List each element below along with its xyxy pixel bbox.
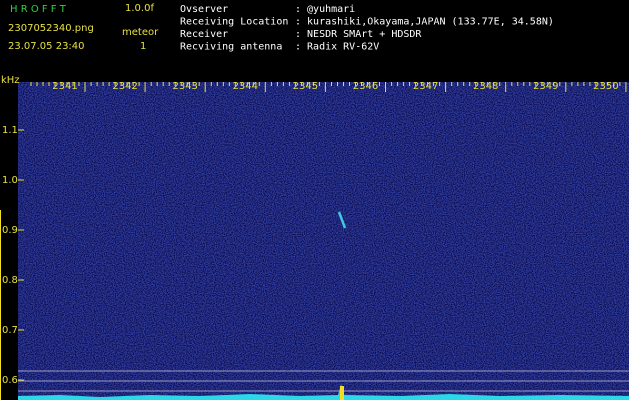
info-value: : @yuhmari	[295, 4, 355, 15]
meteor-spike	[340, 386, 344, 400]
meteor-echo	[337, 211, 347, 229]
spectrogram	[18, 82, 629, 400]
x-tick-label: 2347	[413, 81, 438, 92]
x-tick-label: 2345	[293, 81, 318, 92]
x-tick-label: 2343	[172, 81, 197, 92]
y-tick-label: 0.9	[2, 225, 18, 236]
info-value: : kurashiki,Okayama,JAPAN (133.77E, 34.5…	[295, 17, 554, 28]
y-tick-label: 0.7	[2, 325, 18, 336]
x-tick-label: 2341	[52, 81, 77, 92]
y-tick-label: 1.1	[2, 125, 18, 136]
x-tick-label: 2346	[353, 81, 378, 92]
x-tick-label: 2350	[593, 81, 618, 92]
info-label: Ovserver	[180, 4, 228, 15]
y-tick-label: 1.0	[2, 175, 18, 186]
info-value: : Radix RV-62V	[295, 42, 379, 53]
x-tick-label: 2344	[233, 81, 258, 92]
version: 1.0.0f	[125, 3, 154, 14]
x-tick-label: 2348	[473, 81, 498, 92]
y-tick-label: 0.8	[2, 275, 18, 286]
filename: 2307052340.png	[8, 23, 94, 34]
y-tick-label: 0.6	[2, 375, 18, 386]
x-tick-label: 2349	[533, 81, 558, 92]
datetime: 23.07.05 23:40	[8, 41, 85, 52]
y-unit: kHz	[1, 75, 20, 86]
info-label: Receiver	[180, 29, 228, 40]
count: 1	[140, 41, 146, 52]
info-value: : NESDR SMArt + HDSDR	[295, 29, 422, 40]
signal-level	[18, 384, 629, 400]
info-label: Recviving antenna	[180, 42, 282, 53]
info-label: Receiving Location	[180, 17, 288, 28]
x-tick-label: 2342	[112, 81, 137, 92]
mode: meteor	[122, 27, 159, 38]
app-name: H R O F F T	[10, 4, 67, 15]
